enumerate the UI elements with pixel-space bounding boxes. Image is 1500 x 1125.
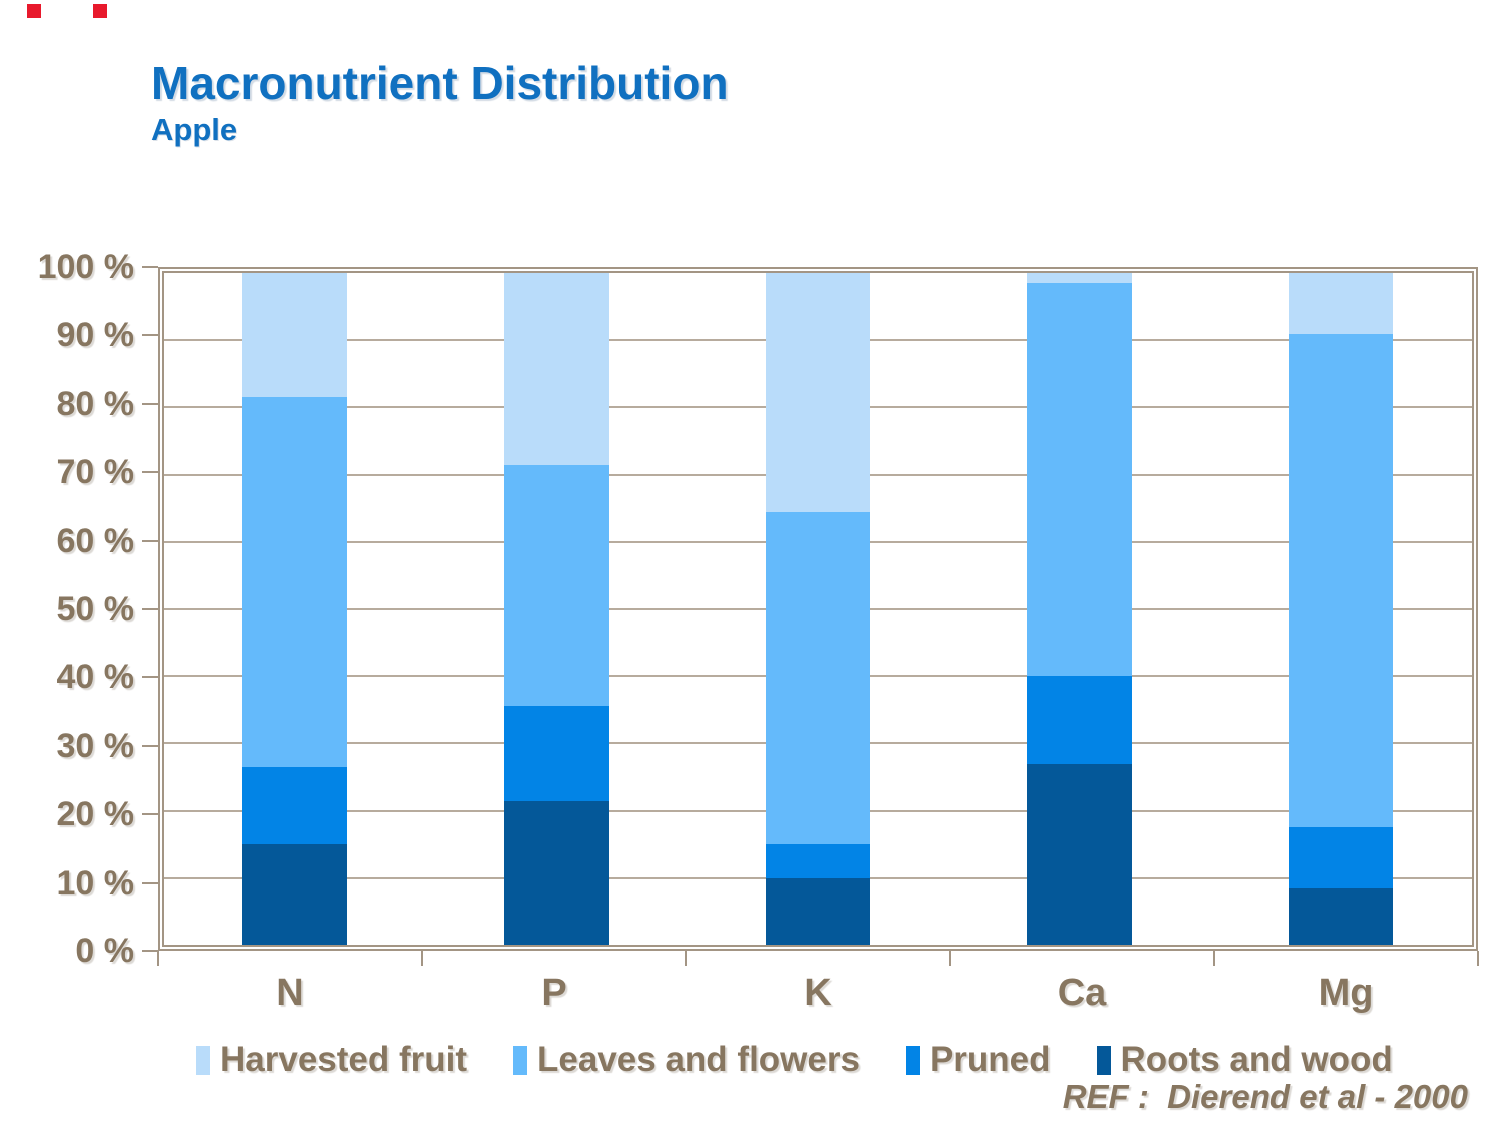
x-tick-mark xyxy=(949,951,951,966)
bar-slot-ca xyxy=(949,273,1211,945)
bar-segment-harvested-fruit xyxy=(242,273,348,398)
chart-legend: Harvested fruit Leaves and flowers Pruned R… xyxy=(196,1040,1393,1080)
bar-segment-roots-and-wood xyxy=(1288,887,1394,945)
legend-item-pruned: Pruned xyxy=(905,1040,1051,1080)
x-tick-mark xyxy=(421,951,423,966)
bar-segment-pruned xyxy=(242,766,348,845)
legend-item-leaves-and-flowers: Leaves and flowers xyxy=(513,1040,860,1080)
y-tick-mark xyxy=(142,266,158,268)
bar-segment-roots-and-wood xyxy=(765,877,871,945)
x-label-ca: Ca xyxy=(1057,972,1107,1014)
bar-segment-pruned xyxy=(765,844,871,878)
legend-swatch-harvested-fruit xyxy=(196,1045,210,1075)
x-label-p: P xyxy=(541,972,567,1014)
x-tick-mark xyxy=(685,951,687,966)
y-tick-label: 90 % xyxy=(56,316,135,355)
bar-mg xyxy=(1288,273,1394,945)
y-tick-label: 10 % xyxy=(56,863,135,902)
plot-area xyxy=(158,267,1478,951)
bar-p xyxy=(504,273,609,945)
page-title: Macronutrient Distribution xyxy=(151,57,729,109)
bar-segment-harvested-fruit xyxy=(504,273,609,465)
y-tick-mark xyxy=(142,471,158,474)
bar-k xyxy=(765,273,871,945)
page-subtitle: Apple xyxy=(151,112,238,147)
x-label-n: N xyxy=(276,972,304,1014)
y-tick-label: 100 % xyxy=(37,248,134,286)
x-axis-ticks xyxy=(157,951,1479,967)
y-tick-mark xyxy=(142,539,158,542)
x-tick-mark xyxy=(1477,951,1479,966)
legend-swatch-pruned xyxy=(905,1045,920,1075)
legend-label: Roots and wood xyxy=(1120,1040,1393,1079)
y-tick-label: 0 % xyxy=(75,932,134,970)
y-tick-mark xyxy=(142,813,158,816)
bar-ca xyxy=(1027,273,1132,945)
x-tick-mark xyxy=(157,951,159,966)
legend-label: Pruned xyxy=(929,1040,1051,1079)
y-tick-mark xyxy=(142,402,158,405)
y-tick-label: 50 % xyxy=(56,590,135,628)
bar-segment-harvested-fruit xyxy=(1288,273,1394,334)
y-tick-label: 80 % xyxy=(56,384,135,423)
bars-container xyxy=(164,273,1472,945)
y-tick-label: 40 % xyxy=(56,658,135,697)
reference-citation: REF : Dierend et al - 2000 xyxy=(1062,1078,1468,1115)
bar-segment-harvested-fruit xyxy=(765,273,871,512)
bar-segment-roots-and-wood xyxy=(1027,763,1132,945)
bar-n xyxy=(242,273,348,945)
red-square-decoration xyxy=(27,4,41,18)
bar-slot-n xyxy=(164,273,426,945)
y-tick-mark xyxy=(142,881,158,884)
legend-item-harvested-fruit: Harvested fruit xyxy=(196,1040,467,1080)
y-tick-mark xyxy=(142,676,158,679)
y-axis-labels: 100 % 90 % 80 % 70 % 60 % 50 % 40 % 30 % 20 % 10 … xyxy=(0,248,136,970)
y-tick-mark xyxy=(142,950,158,952)
y-tick-label: 20 % xyxy=(56,795,135,834)
bar-segment-harvested-fruit xyxy=(1027,273,1132,284)
x-label-mg: Mg xyxy=(1318,972,1374,1014)
bar-segment-leaves-and-flowers xyxy=(1288,333,1394,828)
bar-segment-pruned xyxy=(1288,827,1394,888)
bar-slot-p xyxy=(426,273,688,945)
legend-swatch-roots-and-wood xyxy=(1096,1045,1111,1075)
bar-segment-pruned xyxy=(1027,676,1132,764)
bar-segment-pruned xyxy=(504,706,609,801)
bar-segment-leaves-and-flowers xyxy=(1027,283,1132,677)
legend-swatch-leaves-and-flowers xyxy=(513,1045,528,1075)
bar-segment-roots-and-wood xyxy=(504,800,609,945)
x-label-k: K xyxy=(804,972,832,1014)
bar-slot-k xyxy=(687,273,949,945)
x-axis-labels: N P K Ca Mg xyxy=(158,972,1478,1015)
y-tick-mark xyxy=(142,744,158,747)
bar-segment-leaves-and-flowers xyxy=(765,511,871,845)
y-tick-label: 70 % xyxy=(56,453,135,492)
bar-slot-mg xyxy=(1210,273,1472,945)
y-axis-ticks xyxy=(142,266,158,952)
bar-segment-roots-and-wood xyxy=(242,844,348,945)
legend-label: Leaves and flowers xyxy=(537,1040,860,1079)
y-tick-label: 60 % xyxy=(56,521,135,560)
y-tick-mark xyxy=(142,608,158,610)
legend-item-roots-and-wood: Roots and wood xyxy=(1096,1040,1393,1080)
bar-segment-leaves-and-flowers xyxy=(242,397,348,767)
x-tick-mark xyxy=(1213,951,1215,966)
legend-label: Harvested fruit xyxy=(220,1040,468,1079)
y-tick-label: 30 % xyxy=(56,726,135,765)
y-tick-mark xyxy=(142,334,158,337)
red-square-decoration xyxy=(93,4,107,18)
bar-segment-leaves-and-flowers xyxy=(504,464,609,707)
